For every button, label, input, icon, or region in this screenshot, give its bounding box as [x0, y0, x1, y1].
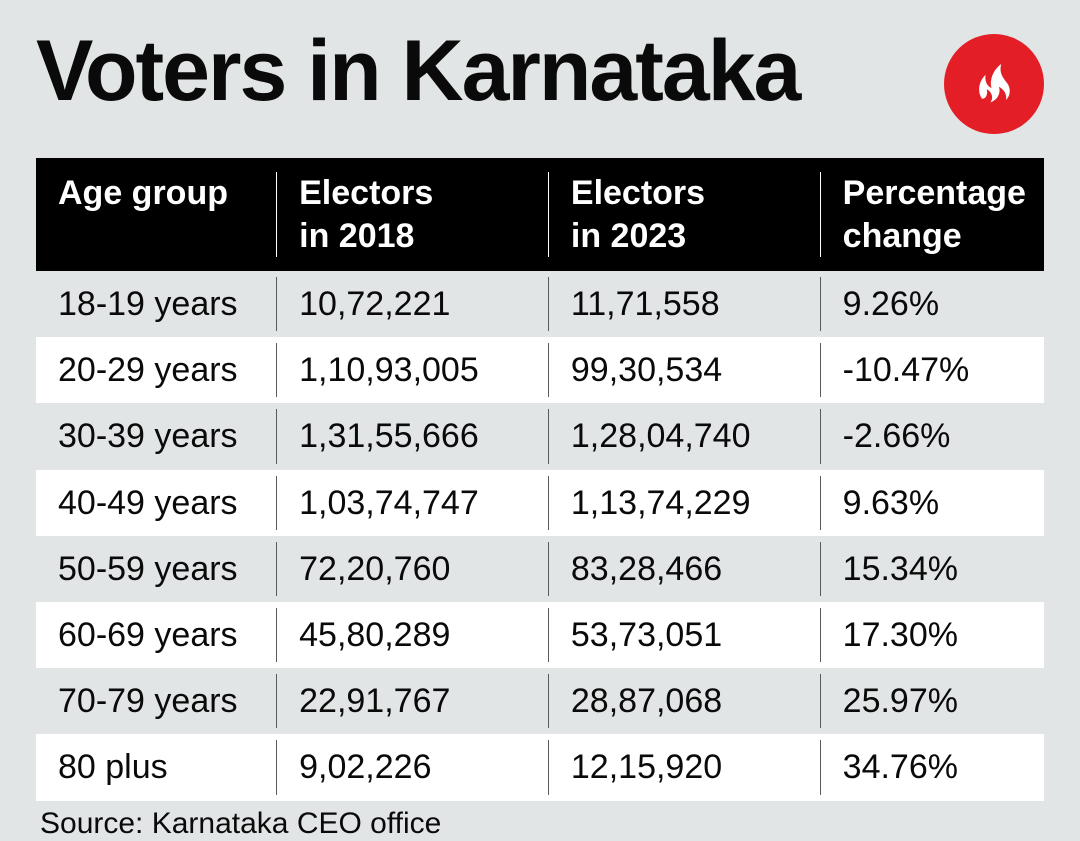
cell-pct: 9.26% — [821, 271, 1044, 337]
table-row: 60-69 years 45,80,289 53,73,051 17.30% — [36, 602, 1044, 668]
cell-pct: 34.76% — [821, 734, 1044, 800]
cell-age: 18-19 years — [36, 271, 277, 337]
cell-age: 50-59 years — [36, 536, 277, 602]
cell-2023: 1,28,04,740 — [549, 403, 821, 469]
table-row: 50-59 years 72,20,760 83,28,466 15.34% — [36, 536, 1044, 602]
table-row: 18-19 years 10,72,221 11,71,558 9.26% — [36, 271, 1044, 337]
cell-2023: 11,71,558 — [549, 271, 821, 337]
cell-2023: 53,73,051 — [549, 602, 821, 668]
cell-2018: 22,91,767 — [277, 668, 549, 734]
cell-pct: 15.34% — [821, 536, 1044, 602]
cell-2023: 1,13,74,229 — [549, 470, 821, 536]
table-header-row: Age group Electorsin 2018 Electorsin 202… — [36, 158, 1044, 271]
col-header-2018: Electorsin 2018 — [277, 158, 549, 271]
col-header-2023: Electorsin 2023 — [549, 158, 821, 271]
page-title: Voters in Karnataka — [36, 28, 799, 114]
publisher-logo — [944, 34, 1044, 134]
cell-pct: -10.47% — [821, 337, 1044, 403]
cell-age: 70-79 years — [36, 668, 277, 734]
cell-age: 80 plus — [36, 734, 277, 800]
cell-2018: 72,20,760 — [277, 536, 549, 602]
cell-pct: 25.97% — [821, 668, 1044, 734]
table-row: 20-29 years 1,10,93,005 99,30,534 -10.47… — [36, 337, 1044, 403]
cell-2018: 45,80,289 — [277, 602, 549, 668]
cell-2018: 10,72,221 — [277, 271, 549, 337]
cell-2023: 83,28,466 — [549, 536, 821, 602]
cell-age: 60-69 years — [36, 602, 277, 668]
cell-pct: 17.30% — [821, 602, 1044, 668]
cell-2018: 1,31,55,666 — [277, 403, 549, 469]
table-row: 80 plus 9,02,226 12,15,920 34.76% — [36, 734, 1044, 800]
cell-age: 20-29 years — [36, 337, 277, 403]
cell-2023: 28,87,068 — [549, 668, 821, 734]
flame-icon — [964, 52, 1024, 117]
header: Voters in Karnataka — [36, 28, 1044, 134]
cell-2023: 12,15,920 — [549, 734, 821, 800]
table-row: 30-39 years 1,31,55,666 1,28,04,740 -2.6… — [36, 403, 1044, 469]
table-row: 40-49 years 1,03,74,747 1,13,74,229 9.63… — [36, 470, 1044, 536]
cell-pct: 9.63% — [821, 470, 1044, 536]
table-row: 70-79 years 22,91,767 28,87,068 25.97% — [36, 668, 1044, 734]
cell-pct: -2.66% — [821, 403, 1044, 469]
cell-2023: 99,30,534 — [549, 337, 821, 403]
cell-age: 40-49 years — [36, 470, 277, 536]
cell-2018: 1,10,93,005 — [277, 337, 549, 403]
col-header-age: Age group — [36, 158, 277, 271]
col-header-percent: Percentagechange — [821, 158, 1044, 271]
voters-table: Age group Electorsin 2018 Electorsin 202… — [36, 158, 1044, 801]
cell-2018: 9,02,226 — [277, 734, 549, 800]
source-attribution: Source: Karnataka CEO office — [36, 807, 1044, 841]
cell-2018: 1,03,74,747 — [277, 470, 549, 536]
cell-age: 30-39 years — [36, 403, 277, 469]
